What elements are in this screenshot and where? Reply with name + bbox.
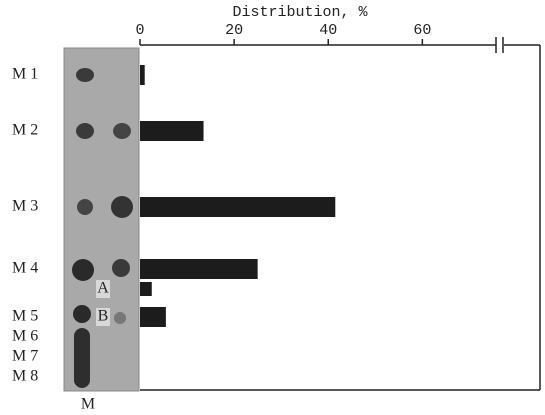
row-label: M 5 — [12, 308, 38, 325]
x-tick-label: 0 — [135, 22, 144, 39]
bar — [140, 259, 258, 279]
row-label: M 2 — [12, 122, 38, 139]
bar — [140, 65, 145, 85]
row-label: M 4 — [12, 260, 38, 277]
bar — [140, 307, 166, 327]
row-label: M 3 — [12, 198, 38, 215]
row-label: M 1 — [12, 66, 38, 83]
spot-label: B — [98, 308, 109, 325]
row-label: M 6 — [12, 328, 38, 345]
row-label: M 8 — [12, 368, 38, 385]
lane-label: M — [81, 396, 95, 413]
chart: Distribution, % M 0 20 40 60 M 1 M 2 M 3 M 4 M 5… — [0, 0, 545, 415]
plate — [64, 48, 139, 391]
x-tick-label: 40 — [319, 22, 337, 39]
bar — [140, 121, 204, 141]
bar — [140, 282, 152, 296]
axis-title: Distribution, % — [232, 4, 368, 21]
bar — [140, 197, 335, 217]
x-tick-label: 60 — [413, 22, 431, 39]
x-tick-label: 20 — [225, 22, 243, 39]
spot-label: A — [97, 280, 109, 297]
row-label: M 7 — [12, 348, 38, 365]
